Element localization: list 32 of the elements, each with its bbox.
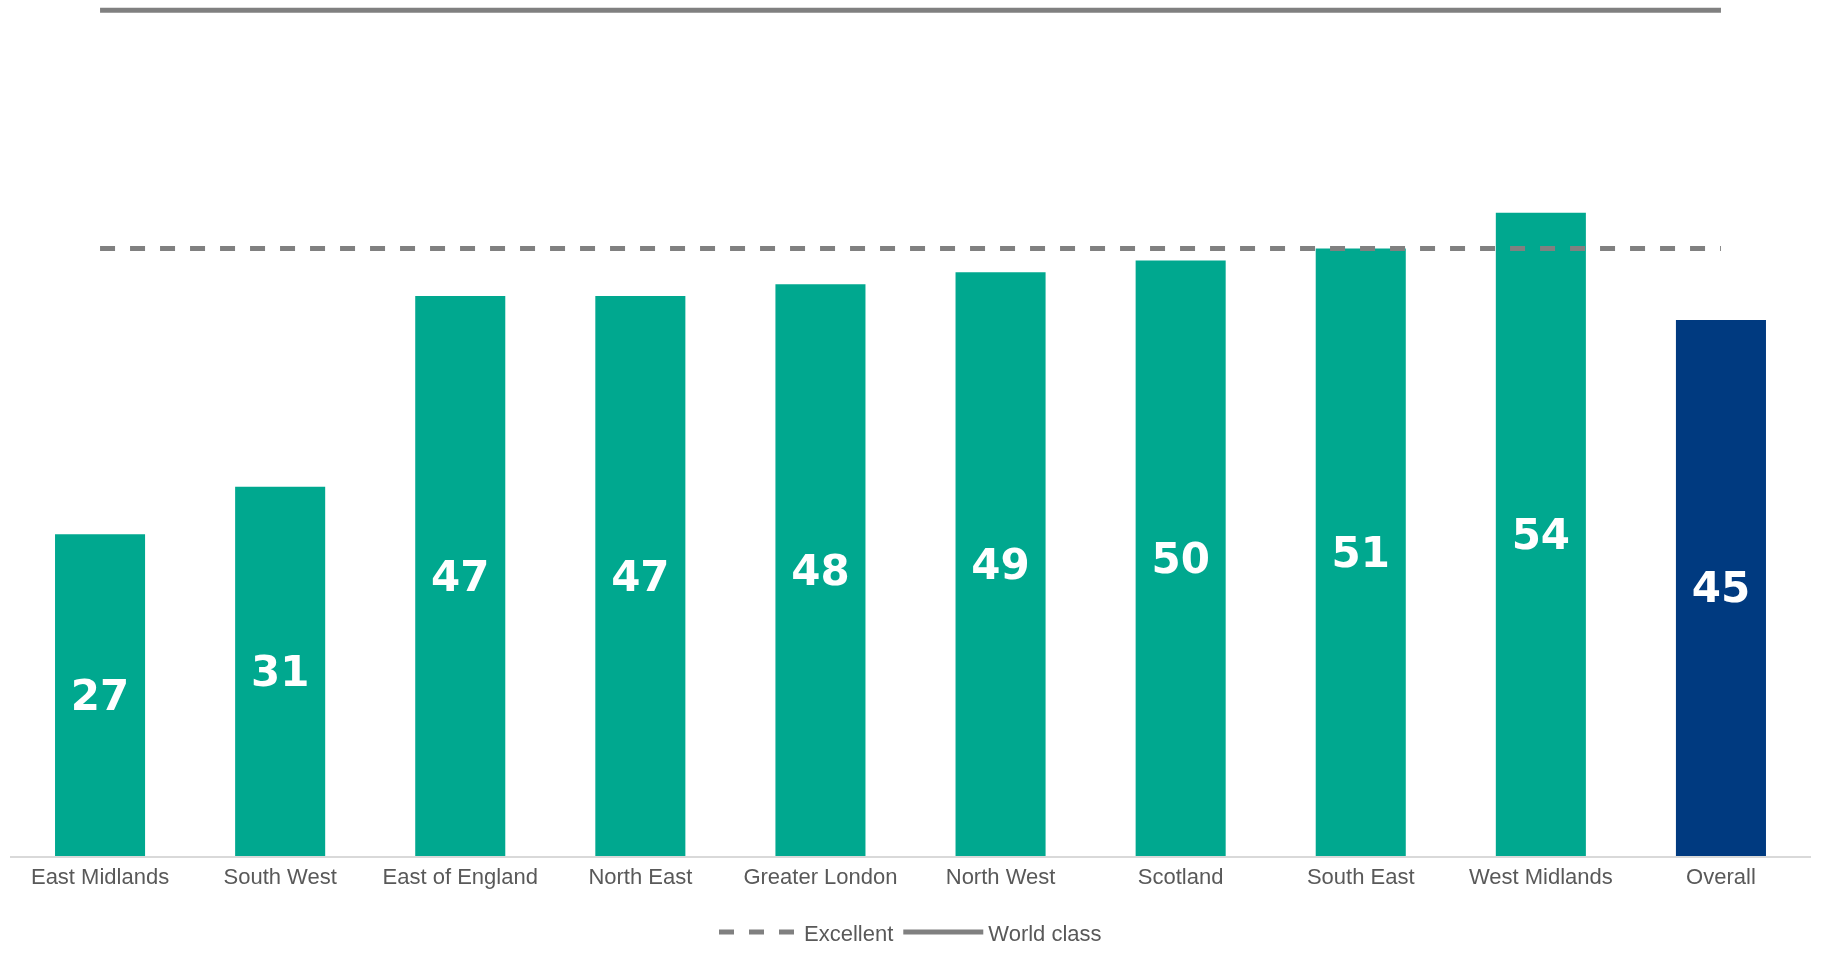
x-tick-label: South West [223, 864, 337, 890]
data-label: 50 [1151, 533, 1210, 583]
x-tick-label: East Midlands [30, 864, 170, 890]
data-label: 27 [70, 670, 130, 720]
bar [415, 296, 506, 856]
x-tick-label: South East [1306, 864, 1415, 890]
legend-label: World class [988, 920, 1102, 946]
x-tick-label: Scotland [1137, 864, 1224, 890]
data-label: 47 [431, 551, 490, 601]
bar [775, 284, 866, 856]
bar [235, 486, 326, 856]
data-label: 49 [971, 539, 1030, 589]
legend-label: Excellent [804, 920, 894, 946]
data-label: 31 [250, 646, 310, 696]
bar [55, 534, 146, 856]
x-tick-label: Overall [1686, 864, 1756, 890]
bar [595, 296, 686, 856]
bar [1675, 319, 1766, 856]
x-tick-label: Greater London [743, 864, 898, 890]
x-tick-label: East of England [382, 864, 538, 890]
bar [955, 272, 1046, 856]
bar [1135, 260, 1226, 856]
x-tick-label: North East [588, 864, 693, 890]
data-label: 51 [1331, 527, 1390, 577]
x-tick-label: West Midlands [1468, 864, 1613, 890]
data-label: 48 [791, 545, 850, 595]
bar [1495, 212, 1586, 856]
data-label: 54 [1511, 509, 1571, 559]
data-label: 47 [611, 551, 670, 601]
bar [1315, 248, 1406, 856]
x-tick-label: North West [945, 864, 1056, 890]
data-label: 45 [1691, 563, 1751, 613]
